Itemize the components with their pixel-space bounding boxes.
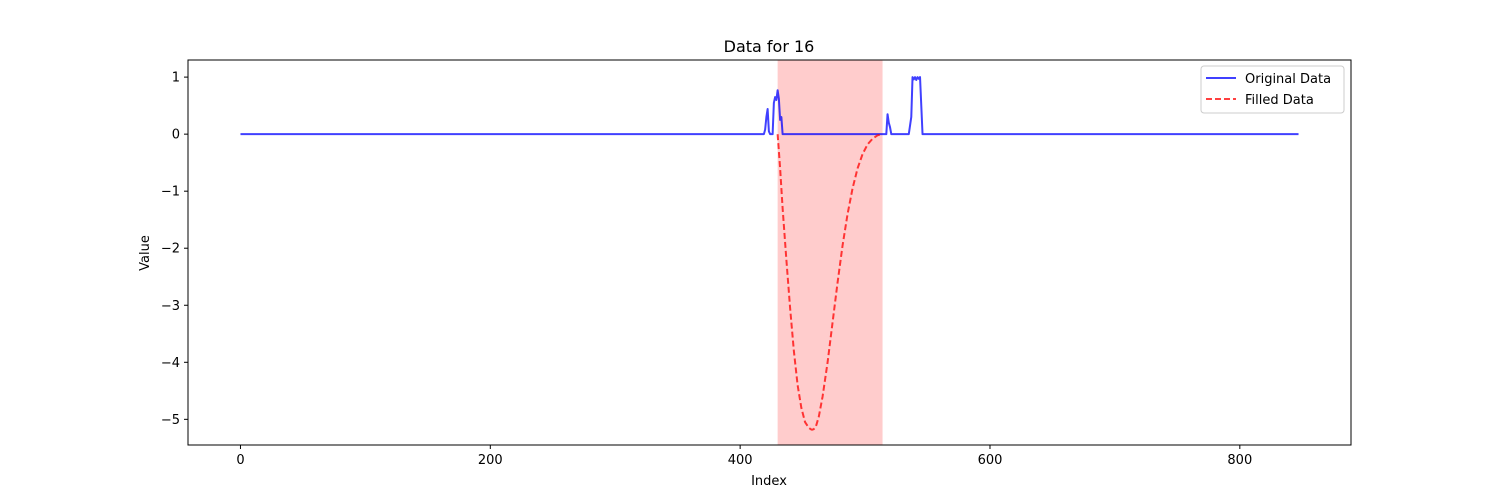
series-line-original-data [240,76,1299,136]
x-axis-label: Index [751,474,787,489]
y-tick-label: 1 [172,71,180,86]
x-tick-label: 600 [978,453,1003,468]
y-tick-label: −4 [161,356,180,371]
legend: Original Data Filled Data [1200,65,1345,114]
y-axis-label: Value [138,235,153,271]
chart-title: Data for 16 [724,37,815,56]
series-line-filled-data [776,133,883,431]
x-axis: 0 200 400 600 800 [236,445,1252,468]
legend-label-filled: Filled Data [1245,93,1314,108]
legend-box [1200,65,1345,114]
plot-area [240,60,1299,445]
x-tick-label: 400 [728,453,753,468]
y-tick-label: −3 [161,299,180,314]
y-tick-label: 0 [172,128,180,143]
plot-frame [187,59,1352,446]
y-tick-label: −1 [161,185,180,200]
legend-label-original: Original Data [1245,72,1331,87]
y-axis: 1 0 −1 −2 −3 −4 −5 [161,71,188,428]
x-tick-label: 200 [478,453,503,468]
y-tick-label: −5 [161,413,180,428]
shaded-region [777,60,883,445]
y-tick-label: −2 [161,242,180,257]
x-tick-label: 800 [1227,453,1252,468]
x-tick-label: 0 [236,453,244,468]
